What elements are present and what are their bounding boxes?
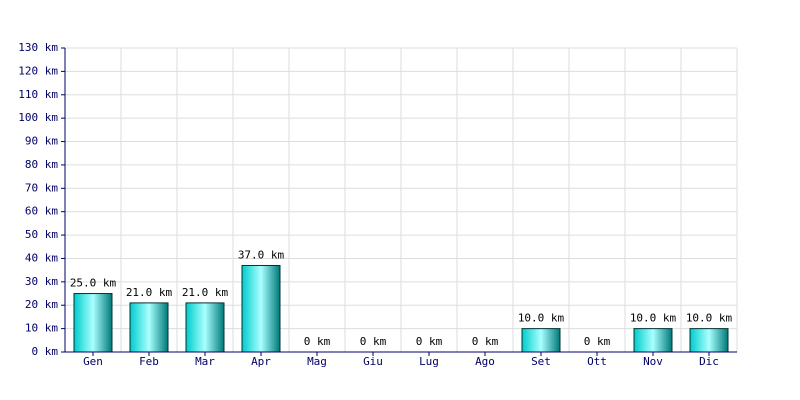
bar <box>689 328 729 353</box>
bar <box>633 328 673 353</box>
value-label: 0 km <box>304 335 331 348</box>
x-tick-label: Feb <box>139 355 159 368</box>
x-tick-label: Gen <box>83 355 103 368</box>
y-tick-label: 50 km <box>25 228 58 241</box>
y-tick-label: 10 km <box>25 322 58 335</box>
y-tick-label: 100 km <box>18 111 58 124</box>
value-label: 21.0 km <box>182 286 229 299</box>
x-tick-label: Mar <box>195 355 215 368</box>
y-tick-label: 20 km <box>25 298 58 311</box>
y-tick-label: 90 km <box>25 135 58 148</box>
y-tick-label: 60 km <box>25 205 58 218</box>
y-tick-label: 120 km <box>18 64 58 77</box>
bar <box>521 328 561 353</box>
bar <box>73 293 113 353</box>
value-label: 21.0 km <box>126 286 173 299</box>
value-label: 0 km <box>360 335 387 348</box>
x-tick-label: Ott <box>587 355 607 368</box>
y-tick-label: 130 km <box>18 41 58 54</box>
y-tick-label: 80 km <box>25 158 58 171</box>
y-tick-label: 40 km <box>25 251 58 264</box>
value-label: 10.0 km <box>686 312 733 325</box>
value-label: 10.0 km <box>518 312 565 325</box>
bar <box>241 264 281 353</box>
bar <box>129 302 169 353</box>
y-tick-label: 0 km <box>32 345 59 358</box>
value-label: 25.0 km <box>70 277 117 290</box>
value-label: 37.0 km <box>238 248 285 261</box>
y-tick-label: 110 km <box>18 88 58 101</box>
x-tick-label: Mag <box>307 355 327 368</box>
y-tick-label: 30 km <box>25 275 58 288</box>
x-tick-label: Giu <box>363 355 383 368</box>
value-label: 10.0 km <box>630 312 677 325</box>
x-tick-label: Nov <box>643 355 663 368</box>
x-tick-label: Lug <box>419 355 439 368</box>
x-tick-label: Dic <box>699 355 719 368</box>
x-tick-label: Set <box>531 355 551 368</box>
bar <box>185 302 225 353</box>
value-label: 0 km <box>472 335 499 348</box>
x-tick-label: Apr <box>251 355 271 368</box>
x-tick-label: Ago <box>475 355 495 368</box>
value-label: 0 km <box>416 335 443 348</box>
value-label: 0 km <box>584 335 611 348</box>
y-tick-label: 70 km <box>25 181 58 194</box>
